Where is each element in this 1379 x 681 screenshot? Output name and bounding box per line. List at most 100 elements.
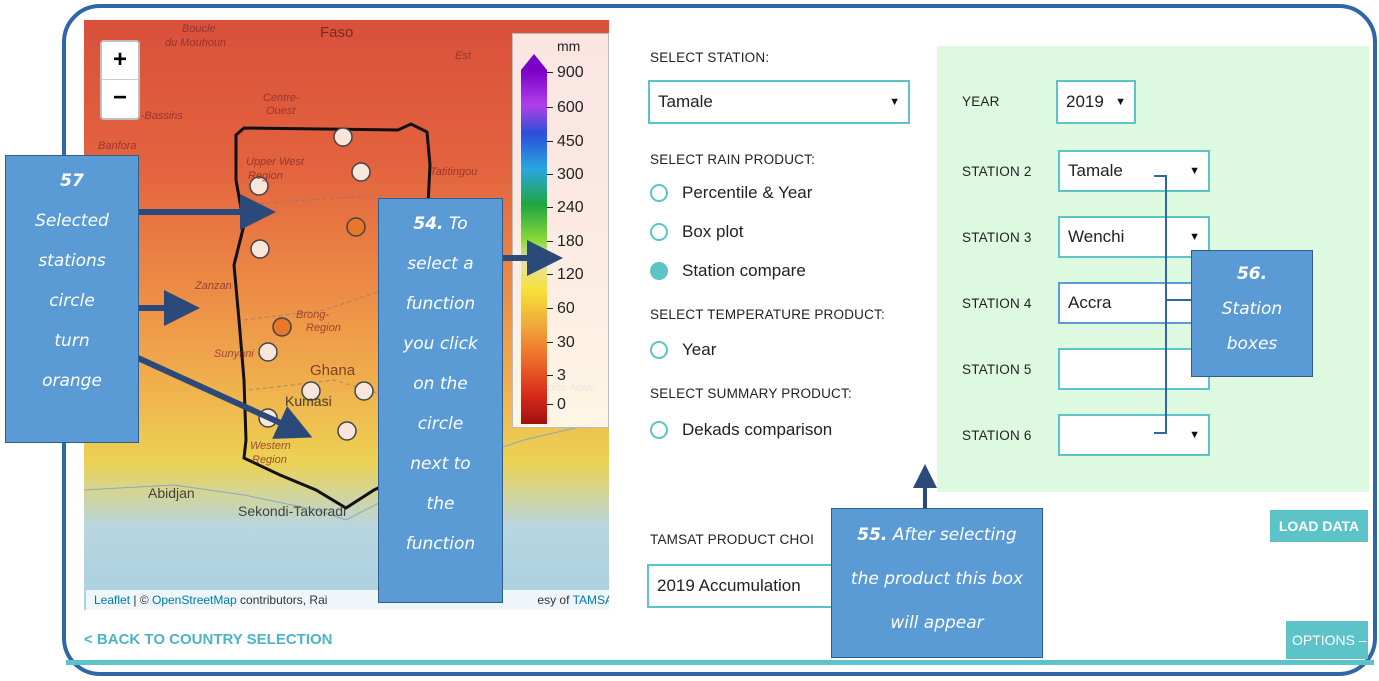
station-marker[interactable] [337, 421, 357, 441]
callout-line: will appear [890, 613, 984, 634]
options-button[interactable]: OPTIONS – [1286, 621, 1368, 659]
legend-tick-label: 600 [547, 99, 584, 117]
summary-product-label: SELECT SUMMARY PRODUCT: [650, 386, 852, 401]
rain-product-label: SELECT RAIN PRODUCT: [650, 152, 816, 167]
year-label: YEAR [962, 94, 1000, 109]
callout-54-first: To [448, 214, 468, 234]
load-data-button[interactable]: LOAD DATA [1270, 510, 1368, 542]
station-marker-selected[interactable] [272, 317, 292, 337]
radio-option[interactable]: Box plot [650, 222, 743, 242]
station-4-label: STATION 4 [962, 296, 1032, 311]
map-zoom-control: + − [100, 40, 140, 120]
station-select-value: Wenchi [1068, 227, 1125, 246]
radio-option[interactable]: Dekads comparison [650, 420, 832, 440]
map-place-label: Sekondi-Takoradi [238, 503, 347, 519]
map-place-label: Sunyani [214, 348, 254, 360]
station-5-select[interactable]: ▼ [1058, 348, 1210, 390]
map-place-label: Western [250, 440, 291, 452]
station-select-value: Tamale [658, 92, 713, 111]
map-place-label: Region [306, 322, 341, 334]
callout-54: 54. To select a function you click on the ci… [378, 198, 503, 603]
station-4-select[interactable]: Accra▼ [1058, 282, 1210, 324]
legend-tick-label: 450 [547, 133, 584, 151]
radio-label: Dekads comparison [682, 420, 833, 439]
map-place-label: Kumasi [285, 393, 332, 409]
tamsat-product-label: TAMSAT PRODUCT CHOI [650, 532, 815, 547]
osm-link[interactable]: OpenStreetMap [152, 593, 237, 607]
station-6-label: STATION 6 [962, 428, 1032, 443]
map-place-label: Tatitingou [430, 166, 478, 178]
chevron-down-icon: ▼ [1189, 165, 1200, 177]
station-2-select[interactable]: Tamale ▼ [1058, 150, 1210, 192]
radio-circle[interactable] [650, 262, 668, 280]
map-place-label: Region [248, 170, 283, 182]
tamsat-product-select[interactable]: 2019 Accumulation [647, 564, 847, 608]
callout-line: circle [417, 413, 464, 434]
zoom-out-button[interactable]: − [112, 84, 127, 111]
legend-tick-label: 120 [547, 266, 584, 284]
station-label: SELECT STATION: [650, 50, 770, 65]
radio-option[interactable]: Percentile & Year [650, 183, 812, 203]
callout-57-number: 57 [60, 171, 84, 191]
station-3-label: STATION 3 [962, 230, 1032, 245]
legend-arrow-top [521, 54, 547, 70]
callout-56: 56. Station boxes [1191, 250, 1313, 377]
tamsat-link[interactable]: TAMSAT [572, 593, 609, 607]
station-marker[interactable] [258, 342, 278, 362]
station-marker[interactable] [354, 381, 374, 401]
radio-option[interactable]: Year [650, 340, 716, 360]
map-place-label: Ghana [310, 362, 356, 379]
station-marker[interactable] [333, 127, 353, 147]
map-place-label: Est [455, 50, 471, 62]
station-marker-selected[interactable] [346, 217, 366, 237]
callout-line: the [426, 493, 455, 514]
callout-57: 57 Selected stations circle turn orange [5, 155, 139, 443]
radio-circle[interactable] [650, 223, 668, 241]
station-select-value: Accra [1068, 293, 1112, 312]
legend-tick-label: 180 [547, 233, 584, 251]
radio-circle[interactable] [650, 184, 668, 202]
temperature-product-label: SELECT TEMPERATURE PRODUCT: [650, 307, 885, 322]
station-marker[interactable] [351, 162, 371, 182]
station-3-select[interactable]: Wenchi ▼ [1058, 216, 1210, 258]
callout-line: you click [403, 333, 478, 354]
legend-tick-label: 30 [547, 334, 575, 352]
radio-label: Year [682, 340, 717, 359]
legend-tick-label: 0 [547, 396, 566, 414]
rainfall-legend: mm 900 600 450 300 240 180 120 60 30 3 0 [512, 33, 609, 428]
back-to-country-link[interactable]: < BACK TO COUNTRY SELECTION [84, 631, 333, 648]
callout-56-number: 56. [1236, 264, 1268, 284]
callout-line: select a [407, 253, 474, 274]
legend-tick-label: 240 [547, 199, 584, 217]
callout-line: function [405, 533, 476, 554]
year-select[interactable]: 2019 ▼ [1056, 80, 1136, 124]
callout-line: Station [1221, 298, 1283, 319]
station-5-label: STATION 5 [962, 362, 1032, 377]
radio-circle[interactable] [650, 421, 668, 439]
legend-tick-label: 300 [547, 166, 584, 184]
legend-tick-label: 900 [547, 64, 584, 82]
map-place-label: Ouest [266, 105, 296, 117]
map-overlay [84, 122, 609, 521]
station-marker[interactable] [301, 381, 321, 401]
callout-55: 55. After selecting the product this box… [831, 508, 1043, 658]
map-attribution: Leaflet | © OpenStreetMap contributors, … [86, 590, 609, 610]
callout-line: function [405, 293, 476, 314]
map-place-label: Zanzan [195, 280, 232, 292]
zoom-in-button[interactable]: + [102, 42, 138, 80]
map-place-label: Banfora [98, 140, 137, 152]
callout-line: stations [38, 250, 106, 271]
station-marker[interactable] [250, 239, 270, 259]
leaflet-link[interactable]: Leaflet [94, 593, 131, 607]
attribution-tail: esy of [537, 593, 573, 607]
radio-circle[interactable] [650, 341, 668, 359]
station-marker[interactable] [258, 408, 278, 428]
radio-option[interactable]: Station compare [650, 261, 806, 281]
legend-tick-label: 3 [547, 367, 566, 385]
radio-label: Box plot [682, 222, 744, 241]
station-6-select[interactable]: ▼ [1058, 414, 1210, 456]
callout-line: Selected [35, 210, 109, 231]
chevron-down-icon: ▼ [1189, 429, 1200, 441]
map-place-label: Brong- [296, 309, 330, 321]
station-select[interactable]: Tamale ▼ [648, 80, 910, 124]
